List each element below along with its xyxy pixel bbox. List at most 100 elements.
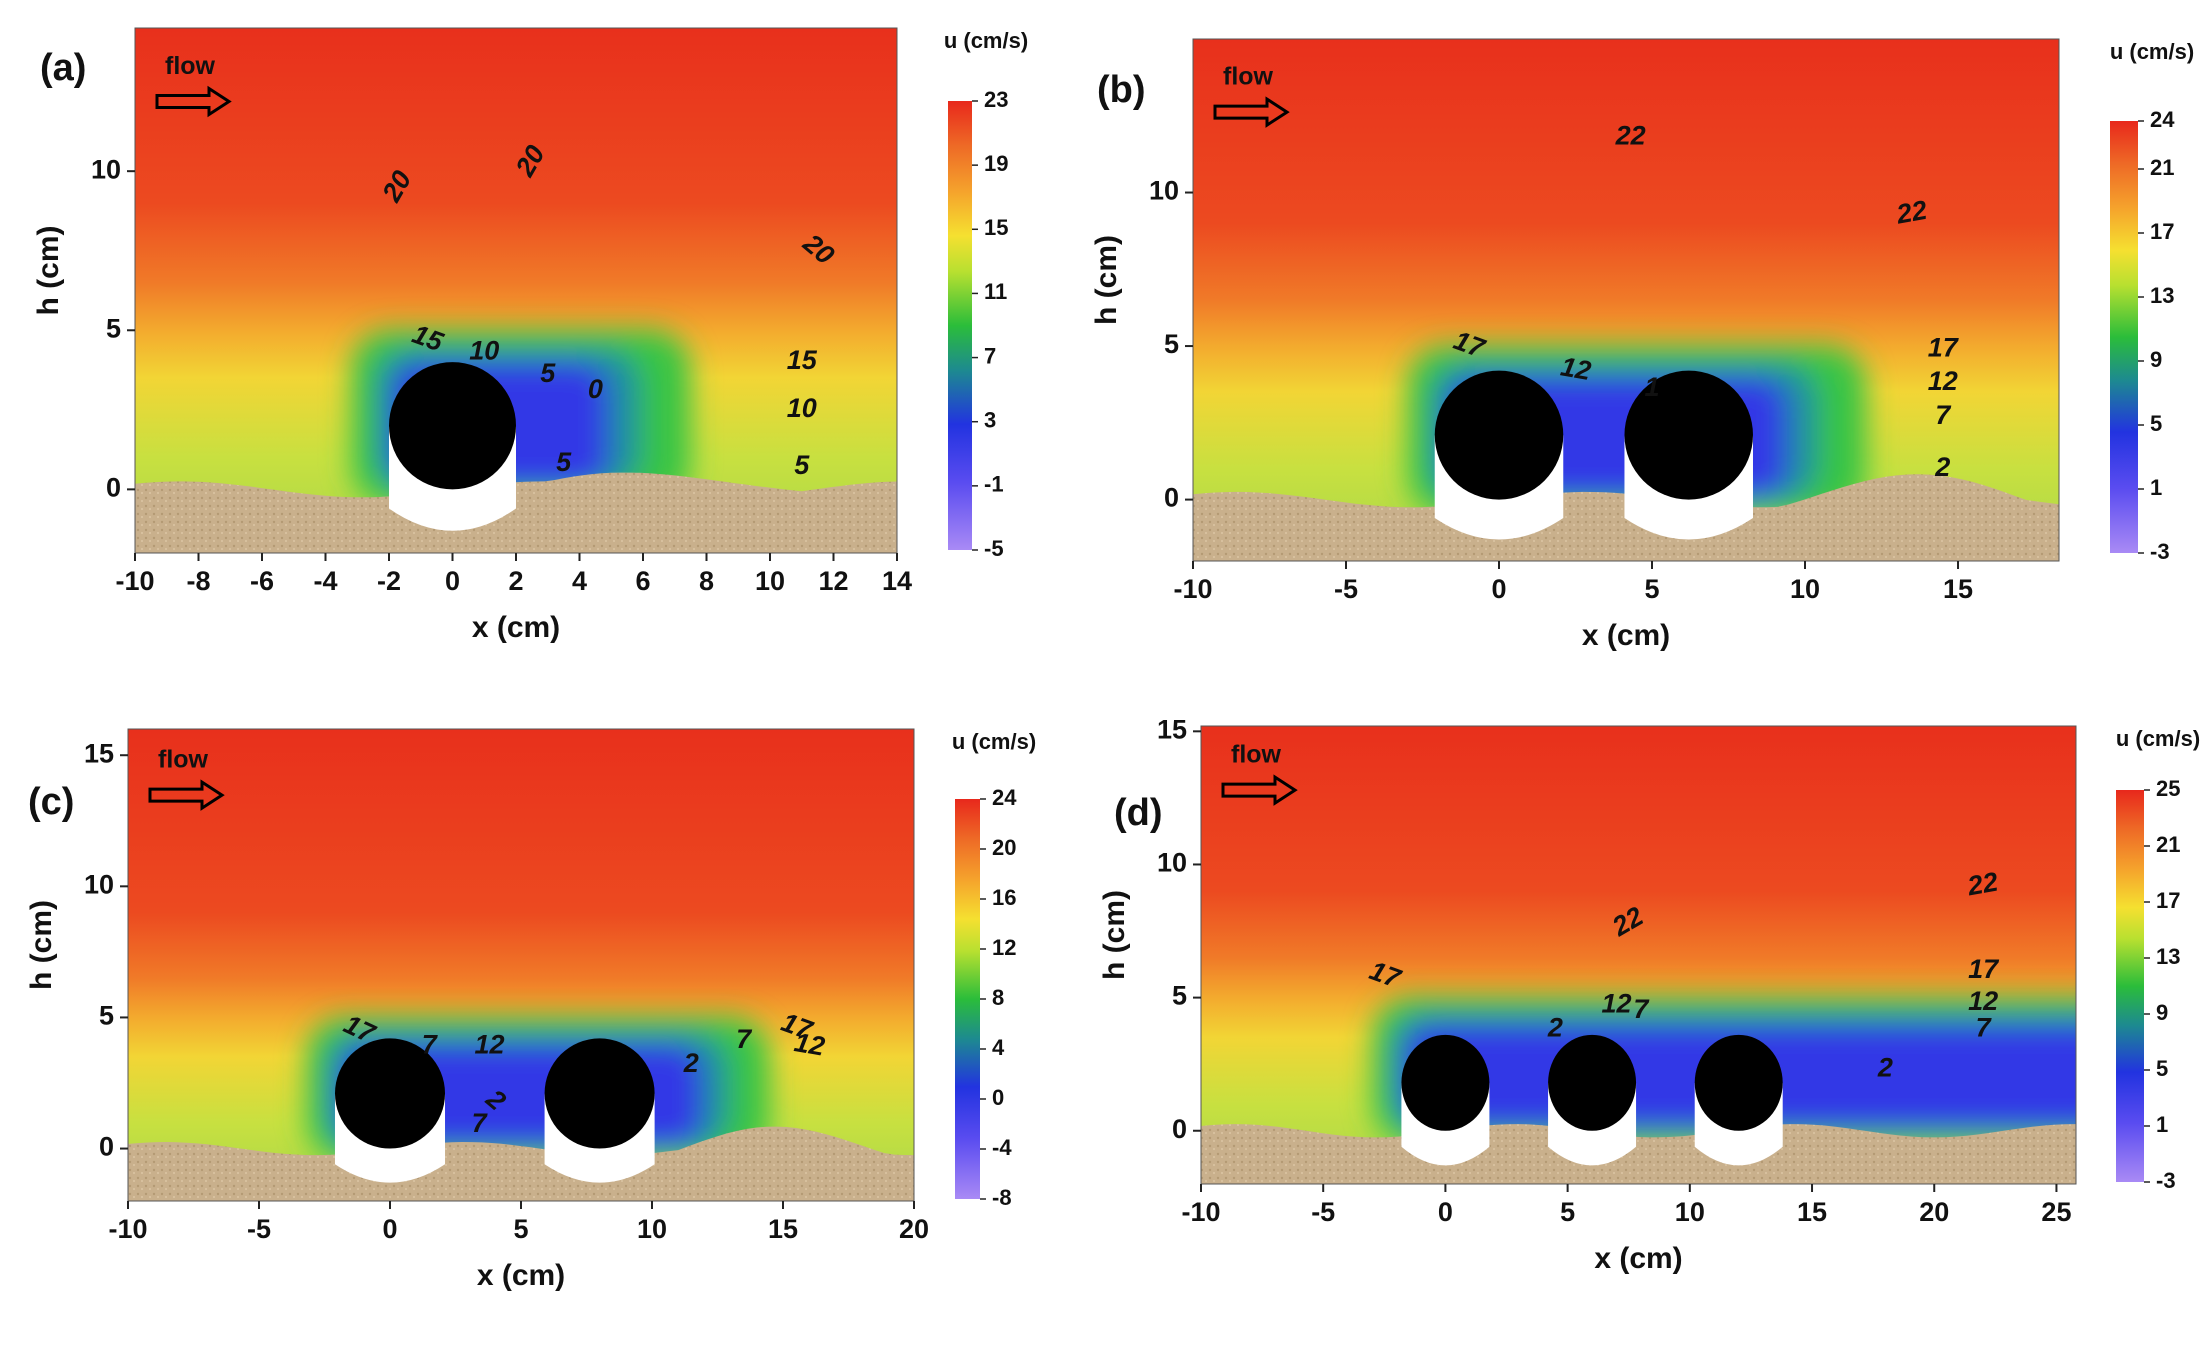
colorbar-tick-label: 17 [2150, 219, 2174, 244]
x-tick-label: 12 [818, 566, 848, 596]
colorbar-tick-label: -3 [2150, 539, 2170, 564]
y-tick-label: 0 [1164, 483, 1179, 513]
cylinder [334, 1038, 446, 1149]
x-tick-label: 0 [1438, 1197, 1453, 1227]
flow-label: flow [165, 52, 216, 80]
colorbar-tick-label: 17 [2156, 888, 2180, 913]
x-tick-label: 5 [513, 1214, 528, 1244]
y-tick-label: 15 [1157, 714, 1187, 744]
colorbar-tick-label: 11 [984, 279, 1007, 304]
contour-label: 5 [540, 358, 556, 388]
y-tick-label: 5 [106, 313, 121, 343]
y-tick-label: 5 [1164, 329, 1179, 359]
contour-label: 15 [787, 345, 818, 375]
x-tick-label: 10 [1675, 1197, 1705, 1227]
colorbar [2116, 790, 2144, 1182]
colorbar-label: u (cm/s) [952, 729, 1036, 754]
x-tick-label: 5 [1560, 1197, 1575, 1227]
colorbar-tick-label: 12 [992, 935, 1016, 960]
y-tick-label: 5 [1172, 981, 1187, 1011]
x-tick-label: 20 [1919, 1197, 1949, 1227]
x-axis-label: x (cm) [477, 1259, 565, 1292]
y-tick-label: 0 [99, 1132, 114, 1162]
y-tick-label: 10 [1149, 176, 1179, 206]
colorbar-tick-label: 21 [2150, 155, 2174, 180]
colorbar-tick-label: 8 [992, 985, 1004, 1010]
y-axis-label: h (cm) [1098, 890, 1131, 980]
colorbar-tick-label: 15 [984, 215, 1008, 240]
contour-label: 12 [1968, 986, 1998, 1016]
x-tick-label: 10 [637, 1214, 667, 1244]
x-tick-label: 2 [508, 566, 523, 596]
contour-label: 5 [556, 447, 572, 477]
y-tick-label: 0 [1172, 1114, 1187, 1144]
x-tick-label: 8 [699, 566, 714, 596]
cylinder [1401, 1034, 1490, 1131]
colorbar-tick-label: 9 [2150, 347, 2162, 372]
x-tick-label: 0 [382, 1214, 397, 1244]
x-tick-label: -10 [1173, 574, 1212, 604]
x-tick-label: 0 [445, 566, 460, 596]
y-tick-label: 15 [84, 738, 114, 768]
cylinder [1434, 370, 1564, 500]
contour-label: 12 [1558, 351, 1593, 386]
colorbar-tick-label: 25 [2156, 776, 2180, 801]
colorbar-tick-label: 9 [2156, 1000, 2168, 1025]
x-tick-label: 10 [755, 566, 785, 596]
x-axis-label: x (cm) [1594, 1242, 1682, 1275]
cylinder [1624, 370, 1753, 500]
contour-label: 17 [1928, 332, 1960, 362]
colorbar-tick-label: 24 [2150, 107, 2175, 132]
x-tick-label: -6 [250, 566, 274, 596]
contour-label: 5 [794, 450, 810, 480]
colorbar-tick-label: 21 [2156, 832, 2180, 857]
cylinder [544, 1038, 655, 1149]
cylinder [389, 362, 516, 490]
flow-arrow [148, 779, 225, 811]
colorbar-tick-label: -5 [984, 536, 1004, 561]
colorbar-tick-label: 13 [2156, 944, 2180, 969]
x-tick-label: -5 [247, 1214, 271, 1244]
plot-frame [1192, 38, 2060, 562]
flow-label: flow [1231, 741, 1282, 769]
colorbar-tick-label: 13 [2150, 283, 2174, 308]
contour-label: 7 [472, 1108, 489, 1138]
colorbar-tick-label: 5 [2150, 411, 2162, 436]
y-tick-label: 10 [91, 154, 121, 184]
contour-label: 12 [475, 1029, 505, 1059]
x-tick-label: 20 [899, 1214, 929, 1244]
sand-bed [128, 1126, 914, 1201]
contour-label: 12 [1601, 989, 1631, 1019]
panel-label: (d) [1114, 792, 1163, 834]
contour-label: 7 [422, 1029, 439, 1059]
y-axis-label: h (cm) [25, 900, 58, 990]
colorbar-tick-label: 16 [992, 885, 1016, 910]
cylinder [1548, 1034, 1637, 1131]
x-tick-label: -10 [115, 566, 154, 596]
x-tick-label: -8 [186, 566, 210, 596]
contour-label: 10 [787, 393, 817, 423]
contour-label: 22 [1964, 867, 2000, 902]
contour-label: 22 [1893, 195, 1929, 230]
colorbar-tick-label: -4 [992, 1135, 1012, 1160]
x-axis-label: x (cm) [1582, 619, 1670, 652]
cylinder [1694, 1034, 1783, 1131]
contour-label: 7 [1633, 994, 1650, 1024]
contour-label: 7 [736, 1024, 753, 1054]
contour-label: 0 [588, 374, 603, 404]
panel-label: (a) [40, 47, 86, 89]
colorbar-tick-label: -3 [2156, 1168, 2176, 1193]
x-tick-label: 10 [1790, 574, 1820, 604]
x-tick-label: 5 [1644, 574, 1659, 604]
panel-label: (b) [1097, 69, 1146, 111]
x-tick-label: 25 [2041, 1197, 2071, 1227]
contour-label: 2 [1877, 1053, 1893, 1083]
colorbar-tick-label: 5 [2156, 1056, 2168, 1081]
